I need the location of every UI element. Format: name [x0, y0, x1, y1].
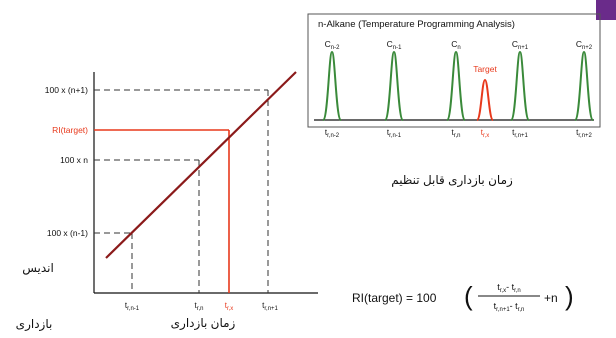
formula-lhs: RI(target) = 100: [352, 291, 437, 305]
formula-denominator: tr,n+1- tr,n: [494, 301, 525, 313]
peak-label-c-n-plus-1: Cn+1: [512, 39, 529, 51]
rtick-x: tr,x: [481, 128, 490, 139]
xtick-t-r-n-minus-1: tr,n-1: [125, 301, 140, 312]
peak-label-c-n-plus-2: Cn+2: [576, 39, 593, 51]
left-chart: 100 x (n+1) RI(target) 100 x n 100 x (n-…: [16, 71, 318, 332]
rtick-n: tr,n: [452, 128, 461, 139]
chromatogram-title: n-Alkane (Temperature Programming Analys…: [318, 19, 515, 30]
rtick-n-plus-2: tr,n+2: [576, 128, 592, 139]
xtick-t-r-n: tr,n: [195, 301, 204, 312]
peak-c-n-plus-2: [574, 50, 594, 121]
peak-c-n-minus-1: [384, 50, 404, 121]
chromatogram-frame: [307, 13, 601, 128]
formula-close-paren: ): [565, 281, 574, 311]
xtick-t-r-x: tr,x: [225, 301, 234, 312]
peak-c-n-plus-1: [510, 50, 530, 121]
ytick-n-minus-1: 100 x (n-1): [47, 228, 88, 238]
peak-label-c-n-minus-1: Cn-1: [387, 39, 402, 51]
ytick-target: RI(target): [52, 125, 88, 135]
chromatogram-x-label: زمان بازداری قابل تنظیم: [391, 173, 513, 188]
retention-index-formula: RI(target) = 100 ( tr,x- tr,n tr,n+1- tr…: [352, 281, 574, 313]
peak-label-c-n-minus-2: Cn-2: [325, 39, 340, 51]
xtick-t-r-n-plus-1: tr,n+1: [262, 301, 278, 312]
formula-open-paren: (: [464, 281, 473, 311]
rtick-n-minus-1: tr,n-1: [387, 128, 402, 139]
formula-tail: +n: [544, 291, 558, 305]
corner-accent: [596, 0, 616, 20]
ytick-n-plus-1: 100 x (n+1): [45, 85, 88, 95]
ytick-n: 100 x n: [60, 155, 88, 165]
target-peak-label: Target: [473, 64, 497, 74]
rtick-n-plus-1: tr,n+1: [512, 128, 528, 139]
peak-label-c-n: Cn: [451, 39, 460, 51]
rtick-n-minus-2: tr,n-2: [325, 128, 340, 139]
x-axis-label: زمان بازداری: [171, 316, 236, 331]
peak-c-n: [446, 50, 466, 121]
peak-c-n-minus-2: [322, 50, 342, 121]
formula-numerator: tr,x- tr,n: [497, 282, 521, 294]
peak-target: [476, 78, 494, 121]
retention-line: [105, 71, 297, 259]
right-chart: n-Alkane (Temperature Programming Analys…: [307, 13, 601, 188]
y-axis-label-bottom: بازداری: [16, 317, 53, 332]
y-axis-label-top: اندیس: [22, 261, 54, 276]
